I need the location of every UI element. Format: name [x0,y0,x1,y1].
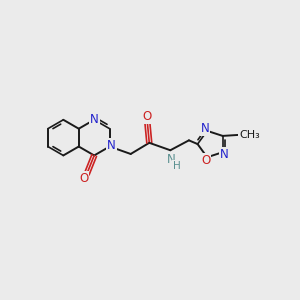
Text: O: O [143,110,152,123]
Text: O: O [79,172,88,185]
Text: H: H [173,160,181,171]
Text: CH₃: CH₃ [239,130,260,140]
Text: N: N [220,148,229,161]
Text: N: N [201,122,209,135]
Text: N: N [90,113,99,126]
Text: N: N [167,153,176,166]
Text: N: N [107,139,116,152]
Text: O: O [201,154,211,167]
